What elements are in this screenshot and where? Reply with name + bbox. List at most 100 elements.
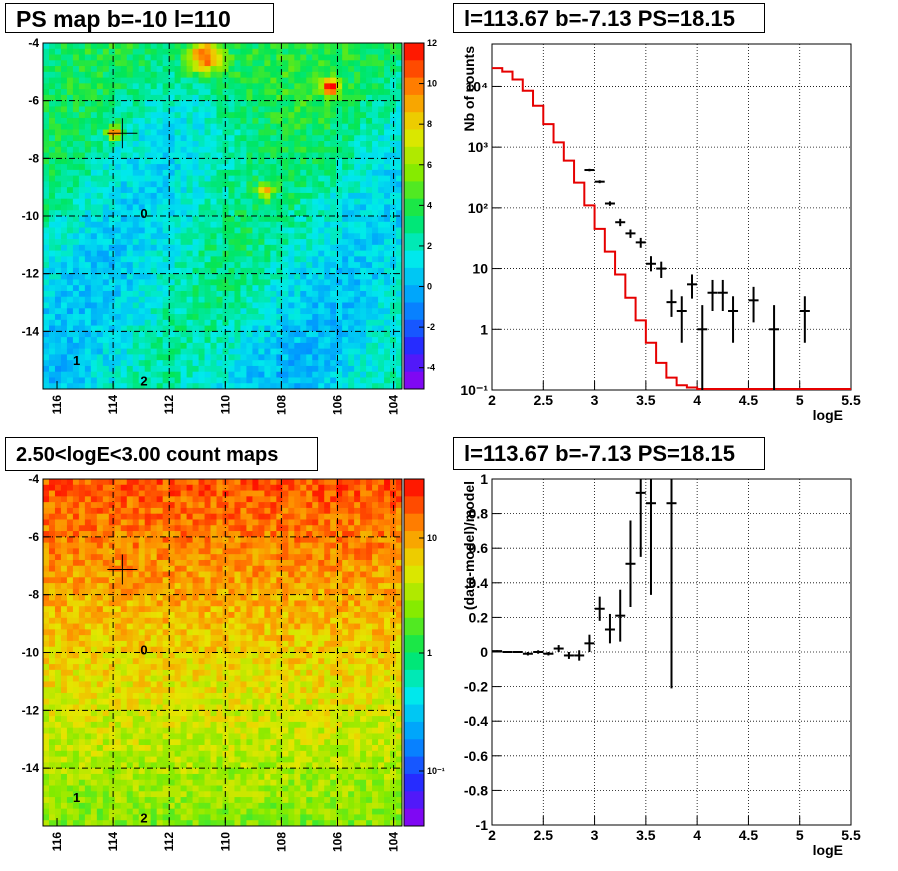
- colorbar-segment: [404, 721, 424, 740]
- colorbar-segment: [404, 216, 424, 234]
- colorbar-tick-label: 12: [427, 38, 437, 48]
- colorbar-segment: [404, 635, 424, 653]
- x-axis-label: logE: [813, 407, 843, 423]
- source-marker-label: 2: [140, 810, 147, 825]
- x-tick-label: 5.5: [841, 827, 861, 843]
- x-tick-label: 108: [274, 395, 288, 415]
- colorbar-segment: [404, 302, 424, 321]
- x-tick-label: 116: [50, 832, 64, 852]
- source-marker-label: 1: [73, 353, 80, 368]
- colorbar-segment: [404, 548, 424, 567]
- model-histogram: [492, 67, 851, 390]
- source-marker-label: 0: [140, 643, 147, 658]
- source-marker-label: 2: [140, 373, 147, 388]
- colorbar-segment: [404, 112, 424, 130]
- colorbar-tick-label: 10⁻¹: [427, 766, 445, 776]
- y-tick-label: -14: [22, 324, 40, 338]
- colorbar-segment: [404, 94, 424, 113]
- ps-map-panel: 116 114 112 110 108 106 104-4-6-8-10-12-140121…: [22, 36, 437, 415]
- y-tick-label: 0.4: [469, 575, 489, 591]
- count-map-panel: 116 114 112 110 108 106 104-4-6-8-10-12-140121…: [22, 472, 445, 852]
- colorbar-segment: [404, 233, 424, 251]
- x-tick-label: 3.5: [636, 392, 656, 408]
- colorbar-tick-label: 2: [427, 241, 432, 251]
- x-tick-label: 114: [106, 395, 120, 415]
- x-tick-label: 4.5: [739, 827, 759, 843]
- colorbar-segment: [404, 198, 424, 217]
- colorbar-segment: [404, 791, 424, 810]
- colorbar-segment: [404, 479, 424, 497]
- y-tick-label: -6: [28, 94, 39, 108]
- colorbar-segment: [404, 181, 424, 200]
- x-tick-label: 2: [488, 392, 496, 408]
- x-tick-label: 110: [218, 395, 232, 415]
- y-axis-label: Nb of counts: [461, 46, 477, 132]
- source-marker-label: 0: [140, 206, 147, 221]
- y-tick-label: 10²: [468, 200, 489, 216]
- colorbar-segment: [404, 531, 424, 549]
- x-tick-label: 110: [218, 832, 232, 852]
- y-tick-label: -12: [22, 703, 40, 717]
- x-tick-label: 4.5: [739, 392, 759, 408]
- colorbar-segment: [404, 337, 424, 355]
- y-tick-label: -8: [28, 151, 39, 165]
- y-tick-label: -4: [28, 472, 39, 486]
- colorbar-tick-label: 1: [427, 648, 432, 658]
- y-tick-label: -1: [476, 817, 489, 833]
- x-tick-label: 114: [106, 832, 120, 852]
- y-tick-label: -6: [28, 530, 39, 544]
- colorbar-segment: [404, 146, 424, 165]
- colorbar-segment: [404, 652, 424, 671]
- x-axis-label: logE: [813, 842, 843, 858]
- x-tick-label: 2.5: [534, 827, 554, 843]
- x-tick-label: 5: [796, 392, 804, 408]
- x-tick-label: 4: [693, 392, 701, 408]
- x-tick-label: 4: [693, 827, 701, 843]
- x-tick-label: 112: [162, 395, 176, 415]
- colorbar-segment: [404, 371, 424, 390]
- y-tick-label: 10: [472, 261, 488, 277]
- colorbar-tick-label: 0: [427, 282, 432, 292]
- colorbar-segment: [404, 739, 424, 757]
- y-tick-label: 10³: [468, 139, 489, 155]
- colorbar: [404, 43, 424, 390]
- y-tick-label: -0.6: [464, 748, 488, 764]
- x-tick-label: 116: [50, 395, 64, 415]
- y-tick-label: -8: [28, 588, 39, 602]
- plot-frame: [491, 43, 852, 391]
- x-tick-label: 108: [274, 832, 288, 852]
- y-tick-label: -0.8: [464, 782, 488, 798]
- colorbar-segment: [404, 687, 424, 705]
- x-tick-label: 112: [162, 832, 176, 852]
- y-tick-label: 10⁴: [466, 78, 489, 94]
- y-tick-label: 1: [480, 471, 488, 487]
- y-tick-label: 0: [480, 644, 488, 660]
- x-tick-label: 3: [591, 827, 599, 843]
- y-tick-label: -12: [22, 267, 40, 281]
- colorbar-segment: [404, 583, 424, 601]
- colorbar-segment: [404, 773, 424, 792]
- residual-panel: 2 2.5 3 3.5 4 4.5 5 5.5 -1 -0.8 -0.6 -0.4 -0.2 0 0.2 0.…: [461, 471, 861, 858]
- x-tick-label: 5.5: [841, 392, 861, 408]
- y-tick-label: -0.2: [464, 679, 488, 695]
- x-tick-label: 2: [488, 827, 496, 843]
- x-tick-label: 5: [796, 827, 804, 843]
- x-tick-label: 3.5: [636, 827, 656, 843]
- y-tick-label: -10: [22, 209, 40, 223]
- colorbar-segment: [404, 129, 424, 148]
- y-tick-label: -0.4: [464, 713, 488, 729]
- colorbar-segment: [404, 513, 424, 532]
- colorbar-segment: [404, 285, 424, 303]
- x-tick-label: 104: [387, 832, 401, 852]
- counts-spectrum-panel: 2 2.5 3 3.5 4 4.5 5 5.5 10⁻¹ 1 10 10² 10³ 10⁴ logE Nb o…: [460, 43, 861, 423]
- x-tick-label: 106: [330, 832, 344, 852]
- x-tick-label: 3: [591, 392, 599, 408]
- colorbar-segment: [404, 565, 424, 584]
- colorbar-segment: [404, 250, 424, 269]
- colorbar-segment: [404, 267, 424, 286]
- colorbar-frame: [403, 42, 425, 390]
- colorbar-segment: [404, 319, 424, 338]
- y-tick-label: -4: [28, 36, 39, 50]
- colorbar-segment: [404, 496, 424, 515]
